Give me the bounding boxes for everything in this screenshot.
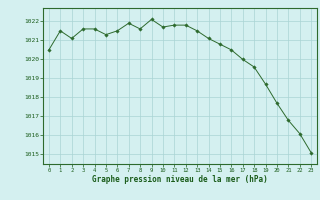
- X-axis label: Graphe pression niveau de la mer (hPa): Graphe pression niveau de la mer (hPa): [92, 175, 268, 184]
